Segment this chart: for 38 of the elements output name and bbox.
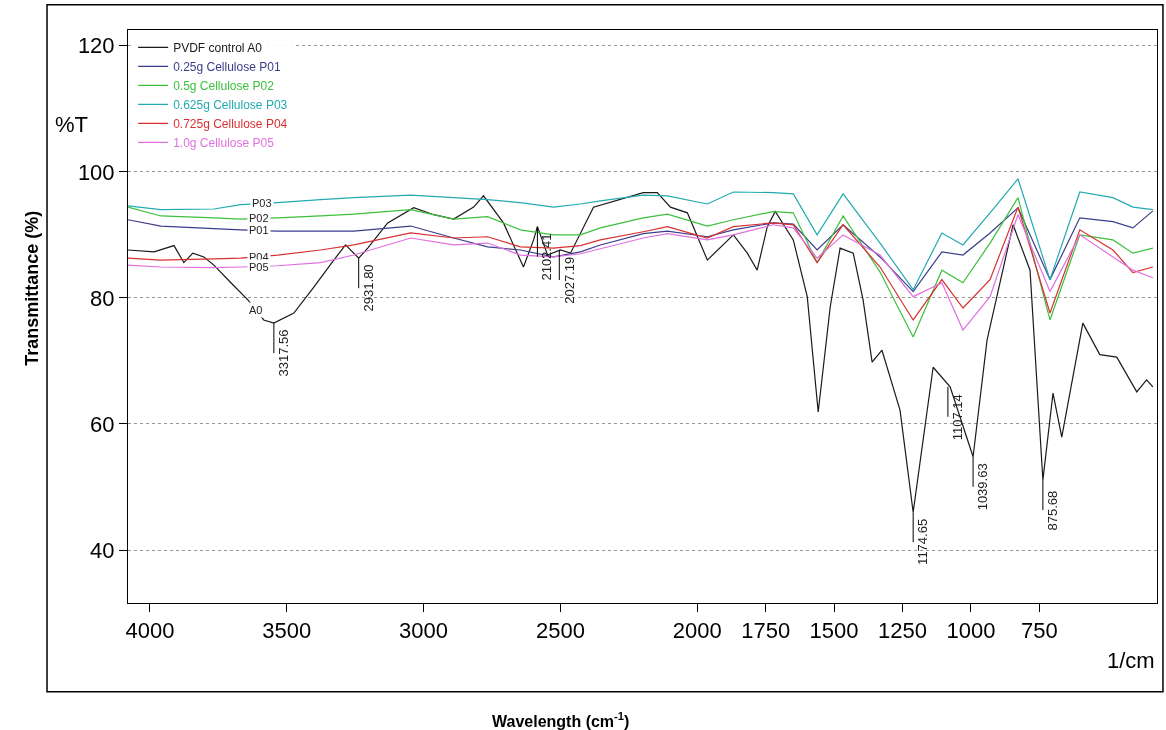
annotation: 2027.19 bbox=[561, 256, 577, 304]
annotation: 1107.14 bbox=[949, 394, 965, 441]
annotation: 3317.56 bbox=[276, 329, 292, 377]
x-tick-label: 2500 bbox=[535, 618, 585, 644]
y-tick-label: 60 bbox=[90, 411, 115, 437]
x-tick-label: 2000 bbox=[672, 618, 722, 644]
annotation: P05 bbox=[249, 261, 269, 273]
y-tick-label: 100 bbox=[77, 159, 115, 185]
legend-label: 0.625g Cellulose P03 bbox=[173, 98, 288, 113]
y-tick-label: 120 bbox=[77, 33, 115, 59]
legend-label: 0.5g Cellulose P02 bbox=[173, 79, 275, 94]
x-tick-label: 1250 bbox=[878, 618, 927, 644]
annotation: 2102.41 bbox=[539, 233, 555, 281]
annotation: 2931.80 bbox=[361, 264, 377, 312]
legend-label: PVDF control A0 bbox=[173, 41, 263, 56]
annotation: 1039.63 bbox=[974, 463, 990, 511]
x-tick-label: 3000 bbox=[399, 618, 449, 644]
x-tick-label: 1000 bbox=[946, 618, 996, 644]
annotation: P01 bbox=[249, 224, 269, 236]
annotation: P03 bbox=[252, 197, 272, 209]
y-axis-title: Transmittance (%) bbox=[22, 210, 43, 366]
x-tick-label: 3500 bbox=[262, 618, 312, 644]
legend-label: 0.725g Cellulose P04 bbox=[173, 117, 288, 132]
annotation: P02 bbox=[249, 212, 269, 224]
x-tick-label: 1750 bbox=[741, 618, 791, 644]
y-tick-label: 40 bbox=[90, 537, 115, 563]
x-tick-label: 1500 bbox=[809, 618, 859, 644]
annotation: A0 bbox=[249, 304, 263, 316]
text: %T bbox=[55, 112, 88, 137]
x-axis-title: Wavelength (cm$^{-1}$) bbox=[492, 710, 630, 730]
x-tick-label: 4000 bbox=[125, 618, 175, 644]
legend-label: 0.25g Cellulose P01 bbox=[173, 60, 281, 75]
x-tick-label: 750 bbox=[1020, 618, 1058, 644]
legend-label: 1.0g Cellulose P05 bbox=[173, 136, 275, 151]
text: 1/cm bbox=[1107, 648, 1155, 673]
y-tick-label: 80 bbox=[90, 285, 115, 311]
annotation: 875.68 bbox=[1045, 490, 1061, 531]
annotation: 1174.65 bbox=[915, 518, 931, 565]
